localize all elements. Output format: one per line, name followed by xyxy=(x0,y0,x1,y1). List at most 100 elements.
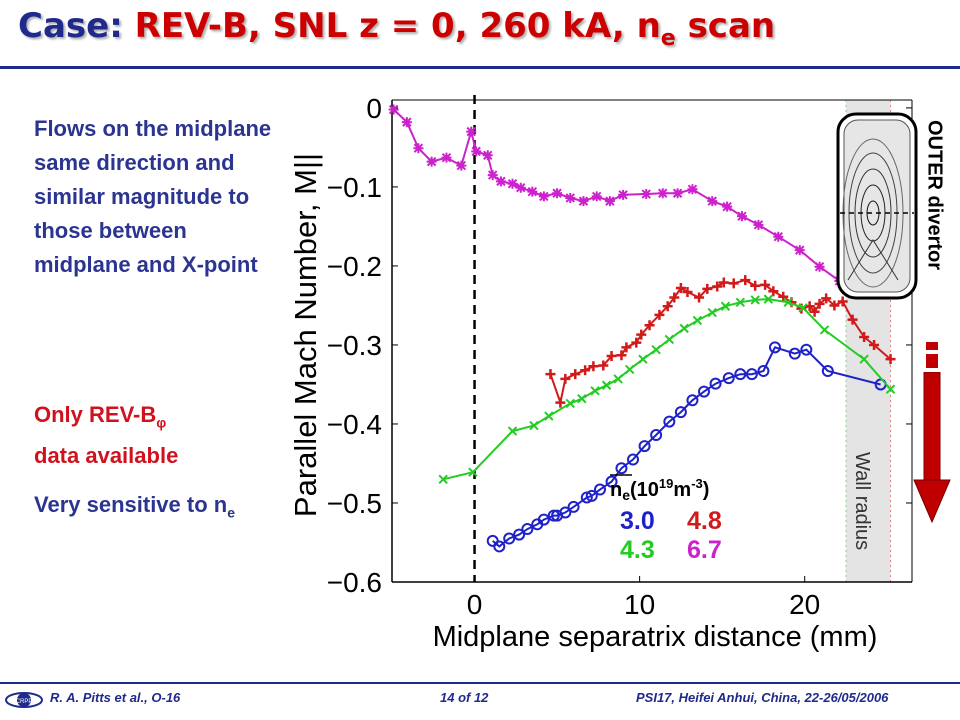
outer-divertor-label: OUTER divertor xyxy=(923,120,946,271)
legend-unit-mid: m xyxy=(673,479,691,501)
data-point xyxy=(585,489,598,502)
data-point xyxy=(720,301,731,311)
data-point xyxy=(707,307,717,318)
data-point xyxy=(814,298,825,309)
legend-title: ne(1019m-3) xyxy=(610,476,709,503)
data-point xyxy=(638,440,651,453)
data-point xyxy=(672,188,683,199)
data-point xyxy=(773,231,784,242)
data-point xyxy=(869,339,880,350)
data-point xyxy=(601,380,612,390)
data-point xyxy=(590,386,600,396)
data-point xyxy=(675,283,686,294)
y-tick-label: 0 xyxy=(366,93,382,124)
slide-title: Case: REV-B, SNL z = 0, 260 kA, ne scan xyxy=(18,6,775,51)
data-point xyxy=(616,350,627,361)
data-point xyxy=(604,196,615,207)
legend-entry-red: 4.8 xyxy=(687,507,722,535)
data-point xyxy=(763,294,774,304)
title-main: REV-B, SNL z = 0, 260 kA, ne scan xyxy=(134,6,776,51)
crpp-logo-icon: CRPP xyxy=(5,692,43,708)
data-point xyxy=(686,394,699,407)
legend-symbol: n xyxy=(610,479,622,501)
data-point xyxy=(707,196,718,207)
data-point xyxy=(513,528,526,541)
series-4.8 xyxy=(545,275,896,408)
title-tail: scan xyxy=(687,6,776,46)
y-axis-label: Parallel Mach Number, M|| xyxy=(288,153,323,517)
data-point xyxy=(515,182,526,193)
data-point xyxy=(413,143,424,154)
data-point xyxy=(487,170,498,181)
data-point xyxy=(555,397,566,408)
title-main-text: REV-B, SNL z = 0, 260 kA, n xyxy=(134,6,661,46)
data-point xyxy=(664,334,675,345)
data-point xyxy=(438,474,448,484)
data-point xyxy=(740,275,751,286)
data-point xyxy=(570,369,581,380)
data-point xyxy=(482,150,493,161)
data-point xyxy=(507,426,518,436)
legend-unit-exp: 19 xyxy=(659,476,673,491)
bullet-rev-b-text: Only REV-B xyxy=(34,402,157,427)
data-point xyxy=(682,287,693,298)
data-point xyxy=(722,201,733,212)
data-point xyxy=(537,513,550,526)
footer-page: 14 of 12 xyxy=(440,690,489,705)
data-point xyxy=(692,315,703,326)
data-point xyxy=(552,188,563,199)
legend-unit-prefix: (10 xyxy=(630,479,659,501)
data-point xyxy=(768,341,781,354)
data-point xyxy=(829,300,840,311)
y-tick-label: −0.1 xyxy=(327,172,382,203)
data-point xyxy=(598,360,609,371)
x-axis-label: Midplane separatrix distance (mm) xyxy=(433,621,878,653)
data-point xyxy=(734,368,747,381)
bullet-rev-b-phi: φ xyxy=(156,414,167,431)
data-point xyxy=(859,354,869,364)
data-point xyxy=(814,261,825,272)
data-point xyxy=(578,196,589,207)
data-point xyxy=(456,160,467,171)
data-point xyxy=(753,219,764,230)
data-point xyxy=(657,188,668,199)
data-point xyxy=(388,104,399,115)
bullet-sensitive: Very sensitive to ne xyxy=(34,488,254,529)
data-point xyxy=(654,309,665,320)
data-point xyxy=(728,278,739,289)
data-point xyxy=(503,532,516,545)
title-subscript: e xyxy=(660,25,676,51)
data-point xyxy=(625,364,635,375)
data-point xyxy=(821,365,834,378)
data-point xyxy=(594,483,606,496)
y-tick-label: −0.4 xyxy=(327,409,382,440)
data-point xyxy=(674,406,687,419)
data-point xyxy=(821,293,832,304)
data-point xyxy=(669,292,680,303)
bullet-sensitive-text: Very sensitive to n xyxy=(34,492,228,517)
data-point xyxy=(698,385,710,398)
data-point xyxy=(644,320,655,331)
x-tick-label: 0 xyxy=(467,589,483,620)
arrow-bar-bottom xyxy=(926,354,938,368)
bullet-rev-b: Only REV-Bφ data available xyxy=(34,398,274,473)
tokamak-inset-image xyxy=(836,112,918,300)
data-point xyxy=(694,292,705,303)
bullet-sensitive-sub: e xyxy=(227,504,235,521)
data-point xyxy=(750,295,760,305)
x-tick-label: 10 xyxy=(624,589,655,620)
data-point xyxy=(798,303,808,313)
data-point xyxy=(615,462,628,475)
data-point xyxy=(565,398,575,409)
data-point xyxy=(544,411,554,421)
legend-entry-magenta: 6.7 xyxy=(687,536,722,564)
data-point xyxy=(627,453,640,466)
data-point xyxy=(565,192,576,203)
data-point xyxy=(618,189,629,200)
data-point xyxy=(885,384,896,394)
data-point xyxy=(621,342,632,353)
data-point xyxy=(679,323,689,334)
data-point xyxy=(580,365,591,376)
data-point xyxy=(567,500,580,513)
